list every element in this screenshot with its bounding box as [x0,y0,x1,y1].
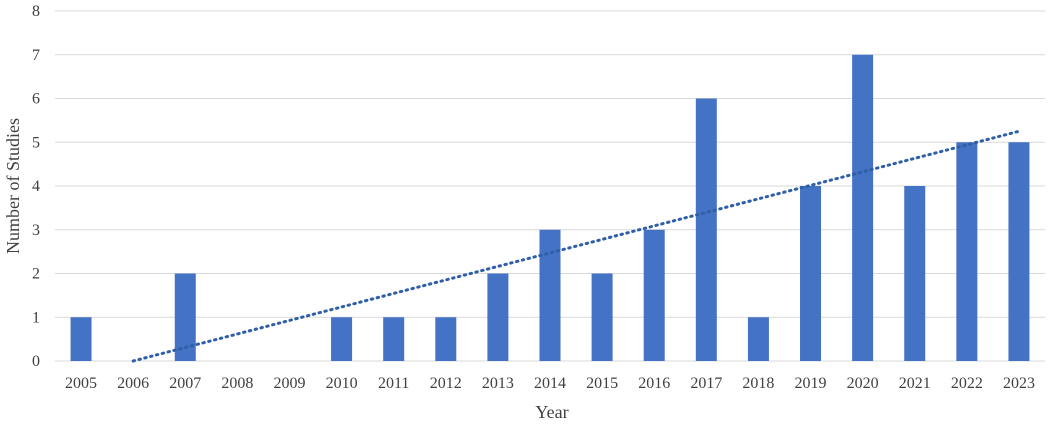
bar [956,142,978,361]
bar [1008,142,1030,361]
x-tick-label: 2010 [326,375,358,392]
x-tick-label: 2020 [847,375,879,392]
bars [70,54,1030,361]
bar [174,273,196,361]
y-tick-label: 2 [32,266,40,283]
y-tick-label: 4 [32,178,40,195]
y-tick-label: 0 [32,353,40,370]
x-tick-label: 2017 [690,375,722,392]
bar [383,317,405,361]
y-tick-label: 5 [32,134,40,151]
x-tick-label: 2013 [482,375,514,392]
gridlines [55,10,1045,362]
x-tick-label: 2006 [117,375,149,392]
bar [747,317,769,361]
y-axis-ticks: 0 1 2 3 4 5 6 7 8 [32,3,40,370]
x-tick-label: 2021 [899,375,931,392]
bar [591,273,613,361]
bar [643,229,665,361]
bar [695,98,717,361]
bar [852,54,874,361]
trendline [131,129,1021,363]
bar [70,317,92,361]
x-tick-label: 2007 [169,375,201,392]
x-tick-label: 2008 [221,375,253,392]
x-tick-label: 2005 [65,375,97,392]
y-tick-label: 7 [32,47,40,64]
x-axis-ticks: 2005 2006 2007 2008 2009 2010 2011 2012 2013 2014… [65,375,1035,392]
bar [800,186,822,361]
x-tick-label: 2018 [742,375,774,392]
y-tick-label: 6 [32,91,40,108]
x-tick-label: 2011 [378,375,409,392]
x-axis-title: Year [535,402,568,422]
x-tick-label: 2022 [951,375,983,392]
trendline-group [131,129,1021,363]
bar [904,186,926,361]
x-tick-label: 2023 [1003,375,1035,392]
bar [487,273,509,361]
y-tick-label: 8 [32,3,40,20]
y-axis-title: Number of Studies [3,118,23,254]
bar [435,317,457,361]
x-tick-label: 2015 [586,375,618,392]
y-tick-label: 1 [32,309,40,326]
x-tick-label: 2016 [638,375,670,392]
bar [331,317,353,361]
x-tick-label: 2019 [795,375,827,392]
y-tick-label: 3 [32,222,40,239]
bar [539,229,561,361]
x-tick-label: 2014 [534,375,566,392]
x-tick-label: 2009 [273,375,305,392]
x-tick-label: 2012 [430,375,462,392]
